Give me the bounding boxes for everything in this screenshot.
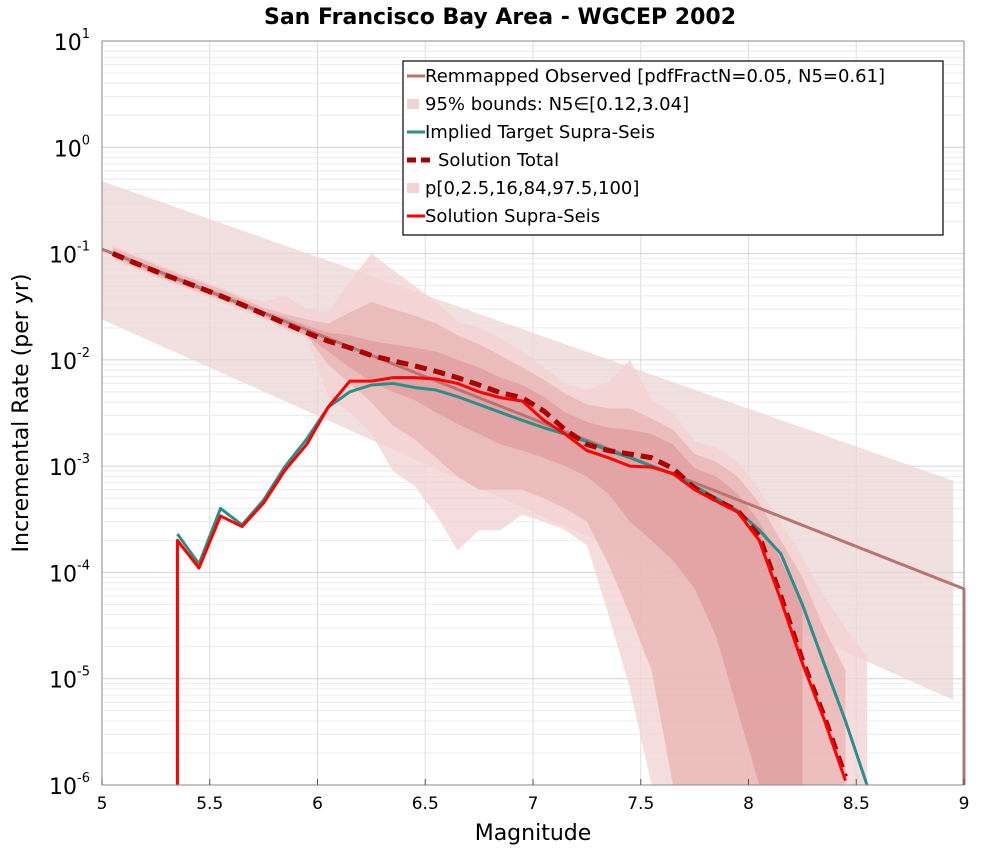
- legend-label-bounds: 95% bounds: N5∈[0.12,3.04]: [425, 94, 689, 115]
- legend: Remmapped Observed [pdfFractN=0.05, N5=0…: [402, 60, 944, 236]
- y-tick-label--1: 10-1: [49, 240, 90, 269]
- x-tick-label-5: 5: [97, 794, 108, 814]
- x-tick-label-7-5: 7.5: [627, 794, 654, 814]
- x-tick-label-6-5: 6.5: [412, 794, 439, 814]
- legend-label-implied: Implied Target Supra-Seis: [425, 122, 655, 143]
- x-tick-label-6: 6: [312, 794, 323, 814]
- x-tick-label-8: 8: [743, 794, 754, 814]
- legend-label-solution_total: Solution Total: [438, 150, 559, 171]
- y-tick-label--6: 10-6: [49, 771, 90, 800]
- legend-box: [402, 60, 944, 236]
- x-tick-label-7: 7: [528, 794, 539, 814]
- y-tick-label--5: 10-5: [49, 665, 90, 694]
- y-tick-label--4: 10-4: [49, 558, 90, 587]
- legend-swatch-bounds: [407, 99, 419, 109]
- chart-title: San Francisco Bay Area - WGCEP 2002: [264, 5, 736, 30]
- legend-label-solution_supra: Solution Supra-Seis: [425, 206, 600, 227]
- legend-swatch-percentile_outer: [407, 183, 419, 193]
- axes: 5 5.5 6 6.5 7 7.5 8 8.5 9 101 100 10-1 10-2 10-3 10-4 1…: [49, 27, 969, 814]
- legend-label-observed: Remmapped Observed [pdfFractN=0.05, N5=0…: [425, 66, 885, 87]
- series-line-implied: [176, 381, 869, 786]
- band-percentile_inner: [112, 250, 803, 785]
- y-tick-label-0: 100: [54, 133, 90, 162]
- uncertainty-bands: [102, 181, 954, 786]
- series-line-solution_supra: [175, 376, 847, 785]
- x-tick-label-5-5: 5.5: [196, 794, 223, 814]
- y-tick-label-1: 101: [54, 27, 90, 56]
- x-axis-label: Magnitude: [475, 821, 592, 846]
- y-tick-label--3: 10-3: [49, 452, 90, 481]
- band-percentile_mid: [112, 247, 846, 785]
- y-axis-label: Incremental Rate (per yr): [9, 274, 34, 553]
- y-tick-label--2: 10-2: [49, 346, 90, 375]
- x-tick-label-9: 9: [959, 794, 970, 814]
- x-tick-label-8-5: 8.5: [843, 794, 870, 814]
- legend-label-percentile_outer: p[0,2.5,16,84,97.5,100]: [425, 178, 639, 199]
